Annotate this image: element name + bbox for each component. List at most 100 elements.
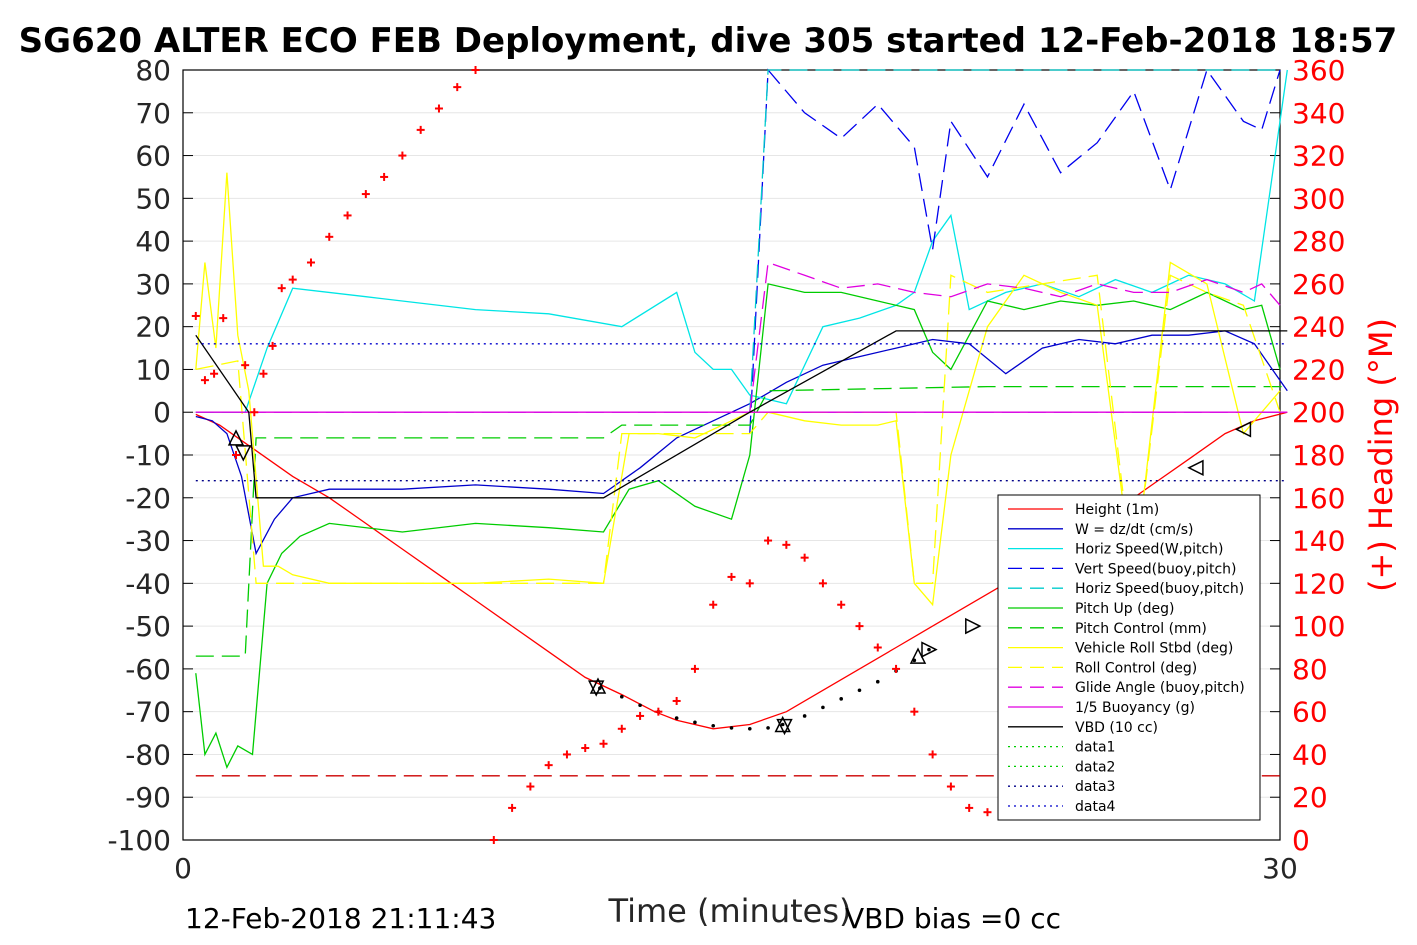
- heading-point: [946, 782, 955, 791]
- legend-label: Horiz Speed(buoy,pitch): [1075, 581, 1244, 597]
- heading-point: [250, 408, 259, 417]
- left-tick-label: -80: [125, 738, 171, 771]
- dotted-curve-point: [620, 694, 624, 699]
- triangle-marker: [776, 718, 793, 736]
- footer-timestamp: 12-Feb-2018 21:11:43: [185, 902, 496, 935]
- heading-point: [200, 376, 209, 385]
- triangle-marker: [1234, 421, 1252, 438]
- heading-point: [508, 803, 517, 812]
- left-tick-label: 80: [135, 54, 171, 87]
- legend-label: 1/5 Buoyancy (g): [1075, 700, 1195, 716]
- legend-entry: data2: [1008, 759, 1115, 775]
- dotted-curve-point: [766, 726, 770, 730]
- left-tick-label: -70: [125, 696, 171, 729]
- heading-point: [277, 284, 286, 293]
- series-line-vbd-10-cc: [195, 330, 1288, 499]
- left-tick-label: 20: [135, 311, 171, 344]
- legend-entry: Roll Control (deg): [1008, 660, 1197, 676]
- left-tick-label: -50: [125, 610, 171, 643]
- legend: Height (1m) W = dz/dt (cm/s) Horiz Speed(W…: [997, 494, 1261, 821]
- left-tick-label: -20: [125, 482, 171, 515]
- heading-point: [892, 664, 901, 673]
- heading-point: [471, 66, 480, 74]
- left-tick-label: 40: [135, 225, 171, 258]
- legend-label: Pitch Up (deg): [1075, 601, 1174, 617]
- heading-point: [343, 211, 352, 220]
- left-tick-label: 30: [135, 268, 171, 301]
- dotted-curve-point: [839, 697, 843, 701]
- dotted-curve-point: [711, 723, 716, 728]
- heading-point: [727, 572, 736, 581]
- x-ticks: 0 30: [174, 852, 1298, 885]
- legend-entry: Vert Speed(buoy,pitch): [1008, 561, 1237, 577]
- series-line-pitch-control-mm: [195, 385, 1288, 657]
- heading-point: [489, 836, 498, 844]
- legend-entry: data1: [1008, 740, 1115, 756]
- legend-label: W = dz/dt (cm/s): [1075, 522, 1194, 538]
- heading-point: [259, 369, 268, 378]
- legend-label: Height (1m): [1075, 502, 1159, 518]
- legend-label: Glide Angle (buoy,pitch): [1075, 680, 1245, 696]
- heading-point: [782, 540, 791, 549]
- right-tick-label: 60: [1292, 696, 1328, 729]
- heading-point: [581, 744, 590, 753]
- left-y-ticks: 80 70 60 50 40 30 20 10 0 -10 -20 -30 -40 -50 -60 -70 -8…: [107, 54, 193, 857]
- left-tick-label: -100: [107, 824, 171, 857]
- heading-point: [416, 125, 425, 134]
- right-tick-label: 20: [1292, 781, 1328, 814]
- legend-entry: Height (1m): [1008, 502, 1159, 518]
- heading-point: [526, 782, 535, 791]
- left-tick-label: 0: [153, 396, 171, 429]
- dotted-curve-point: [693, 720, 697, 725]
- heading-point: [434, 104, 443, 113]
- series-layer: [195, 68, 1288, 777]
- heading-point: [818, 579, 827, 588]
- series-line-roll-control-deg: [195, 274, 1281, 584]
- legend-label: Roll Control (deg): [1075, 660, 1197, 676]
- x-tick-label: 0: [174, 852, 192, 885]
- dotted-curve-point: [780, 722, 785, 727]
- series-line-horiz-speed-w-pitch: [195, 69, 1288, 413]
- heading-point: [398, 151, 407, 160]
- heading-point: [599, 739, 608, 748]
- dotted-curve-point: [674, 716, 679, 720]
- legend-entry: Vehicle Roll Stbd (deg): [1008, 641, 1233, 657]
- heading-point: [764, 536, 773, 545]
- dotted-curve-point: [927, 647, 931, 652]
- left-tick-label: -30: [125, 525, 171, 558]
- series-line-glide-angle-buoy-pitch: [749, 261, 1281, 413]
- right-tick-label: 140: [1292, 525, 1345, 558]
- right-tick-label: 160: [1292, 482, 1345, 515]
- left-tick-label: -60: [125, 653, 171, 686]
- right-tick-label: 340: [1292, 97, 1345, 130]
- heading-point: [672, 696, 681, 705]
- right-tick-label: 260: [1292, 268, 1345, 301]
- right-tick-label: 0: [1292, 824, 1310, 857]
- legend-label: Pitch Control (mm): [1075, 621, 1207, 637]
- heading-point: [636, 711, 645, 720]
- x-axis-label: Time (minutes): [608, 892, 852, 930]
- heading-point: [910, 707, 919, 716]
- dotted-curve-point: [802, 714, 807, 718]
- right-tick-label: 180: [1292, 439, 1345, 472]
- dotted-curve-point: [875, 679, 880, 684]
- left-tick-label: 70: [135, 97, 171, 130]
- heading-point: [873, 643, 882, 652]
- heading-point: [361, 190, 370, 199]
- heading-point: [453, 83, 462, 92]
- legend-label: data3: [1075, 779, 1115, 795]
- footer-vbd-bias: VBD bias =0 cc: [845, 902, 1061, 935]
- triangle-marker: [235, 445, 252, 462]
- heading-point: [241, 361, 250, 370]
- left-tick-label: 10: [135, 353, 171, 386]
- heading-point: [380, 172, 389, 181]
- series-line-pitch-up-deg: [195, 283, 1281, 769]
- right-tick-label: 240: [1292, 311, 1345, 344]
- legend-entry: 1/5 Buoyancy (g): [1008, 700, 1195, 716]
- left-tick-label: -10: [125, 439, 171, 472]
- triangle-marker: [965, 617, 982, 635]
- left-tick-label: 50: [135, 182, 171, 215]
- right-y-axis-label: (+) Heading (°M): [1362, 318, 1400, 592]
- heading-point: [232, 451, 241, 459]
